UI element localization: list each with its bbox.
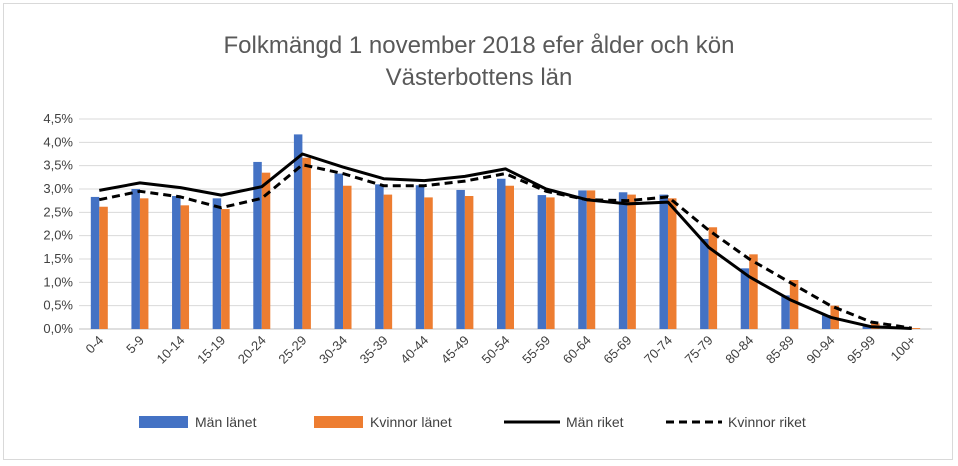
bar bbox=[667, 198, 677, 329]
bar bbox=[99, 206, 108, 329]
chart-subtitle: Västerbottens län bbox=[386, 64, 573, 91]
bar bbox=[424, 197, 433, 329]
lines bbox=[98, 152, 912, 330]
bar bbox=[456, 189, 465, 329]
bar bbox=[212, 198, 222, 329]
x-tick-label: 0-4 bbox=[83, 333, 107, 357]
x-tick-label: 95-99 bbox=[844, 333, 878, 367]
bar bbox=[911, 328, 921, 329]
y-tick-label: 3,5% bbox=[43, 158, 73, 173]
bar bbox=[131, 189, 140, 329]
series-line bbox=[99, 152, 912, 330]
x-tick-label: 60-64 bbox=[560, 333, 594, 367]
x-tick-label: 10-14 bbox=[154, 333, 188, 367]
bar bbox=[180, 205, 190, 329]
bar bbox=[821, 315, 831, 329]
chart-frame: Folkmängd 1 november 2018 efer ålder och… bbox=[3, 3, 953, 460]
bar bbox=[139, 198, 149, 329]
x-tick-label: 40-44 bbox=[397, 333, 431, 367]
y-tick-label: 1,0% bbox=[43, 274, 73, 289]
legend-label: Män länet bbox=[195, 414, 257, 430]
x-tick-label: 30-34 bbox=[316, 333, 350, 367]
y-tick-label: 4,5% bbox=[43, 111, 73, 126]
bar bbox=[578, 190, 587, 329]
bar bbox=[383, 194, 393, 329]
bar bbox=[708, 227, 718, 329]
x-tick-label: 75-79 bbox=[682, 333, 716, 367]
bar bbox=[253, 161, 262, 329]
bars bbox=[90, 134, 921, 329]
bar bbox=[749, 254, 758, 329]
x-tick-label: 70-74 bbox=[641, 333, 675, 367]
y-tick-label: 0,5% bbox=[43, 298, 73, 313]
bar bbox=[343, 185, 352, 329]
x-tick-label: 85-89 bbox=[763, 333, 797, 367]
x-tick-label: 45-49 bbox=[438, 333, 472, 367]
legend-label: Kvinnor länet bbox=[370, 414, 452, 430]
legend-swatch bbox=[139, 416, 188, 428]
bar bbox=[618, 192, 628, 329]
legend-label: Kvinnor riket bbox=[728, 414, 806, 430]
legend-swatch bbox=[314, 416, 363, 428]
x-tick-label: 50-54 bbox=[479, 333, 513, 367]
x-tick-label: 100+ bbox=[887, 333, 918, 364]
bar bbox=[497, 178, 506, 329]
x-tick-label: 55-59 bbox=[519, 333, 553, 367]
bar bbox=[627, 194, 636, 329]
chart-title: Folkmängd 1 november 2018 efer ålder och… bbox=[224, 32, 735, 59]
bar bbox=[700, 238, 709, 329]
bar bbox=[261, 172, 271, 329]
y-tick-label: 0,0% bbox=[43, 321, 73, 336]
legend-label: Män riket bbox=[566, 414, 624, 430]
bar bbox=[789, 280, 799, 329]
bar bbox=[464, 196, 474, 329]
bar bbox=[586, 190, 596, 329]
x-tick-label: 65-69 bbox=[600, 333, 634, 367]
bar bbox=[781, 295, 790, 329]
y-tick-label: 4,0% bbox=[43, 134, 73, 149]
x-tick-label: 25-29 bbox=[275, 333, 309, 367]
y-tick-label: 1,5% bbox=[43, 251, 73, 266]
x-tick-label: 90-94 bbox=[803, 333, 837, 367]
x-tick-label: 15-19 bbox=[194, 333, 228, 367]
bar bbox=[302, 157, 311, 329]
y-axis-ticks: 0,0% 0,5% 1,0% 1,5% 2,0% 2,5% 3,0% 3,5% 4,0% 4,5% bbox=[43, 111, 73, 336]
x-tick-label: 35-39 bbox=[357, 333, 391, 367]
bar bbox=[505, 185, 514, 329]
bar bbox=[862, 326, 872, 329]
bar bbox=[740, 268, 750, 329]
y-tick-label: 2,5% bbox=[43, 204, 73, 219]
chart: Folkmängd 1 november 2018 efer ålder och… bbox=[43, 32, 932, 430]
bar bbox=[537, 195, 547, 329]
x-tick-label: 20-24 bbox=[235, 333, 269, 367]
bar bbox=[293, 134, 303, 329]
bar bbox=[546, 197, 555, 329]
legend: Män länet Kvinnor länet Män riket Kvinnor r… bbox=[139, 414, 806, 430]
bar bbox=[659, 194, 668, 329]
x-axis-ticks: 0-4 5-9 10-14 15-19 20-24 25-29 30-34 35-39 40-4… bbox=[83, 333, 919, 367]
bar bbox=[221, 209, 230, 329]
bar bbox=[172, 196, 181, 329]
bar bbox=[334, 173, 344, 329]
bar bbox=[415, 185, 425, 329]
bar bbox=[90, 196, 100, 329]
x-tick-label: 80-84 bbox=[722, 333, 756, 367]
y-tick-label: 2,0% bbox=[43, 228, 73, 243]
y-tick-label: 3,0% bbox=[43, 181, 73, 196]
bar bbox=[375, 184, 384, 329]
x-tick-label: 5-9 bbox=[123, 333, 147, 357]
